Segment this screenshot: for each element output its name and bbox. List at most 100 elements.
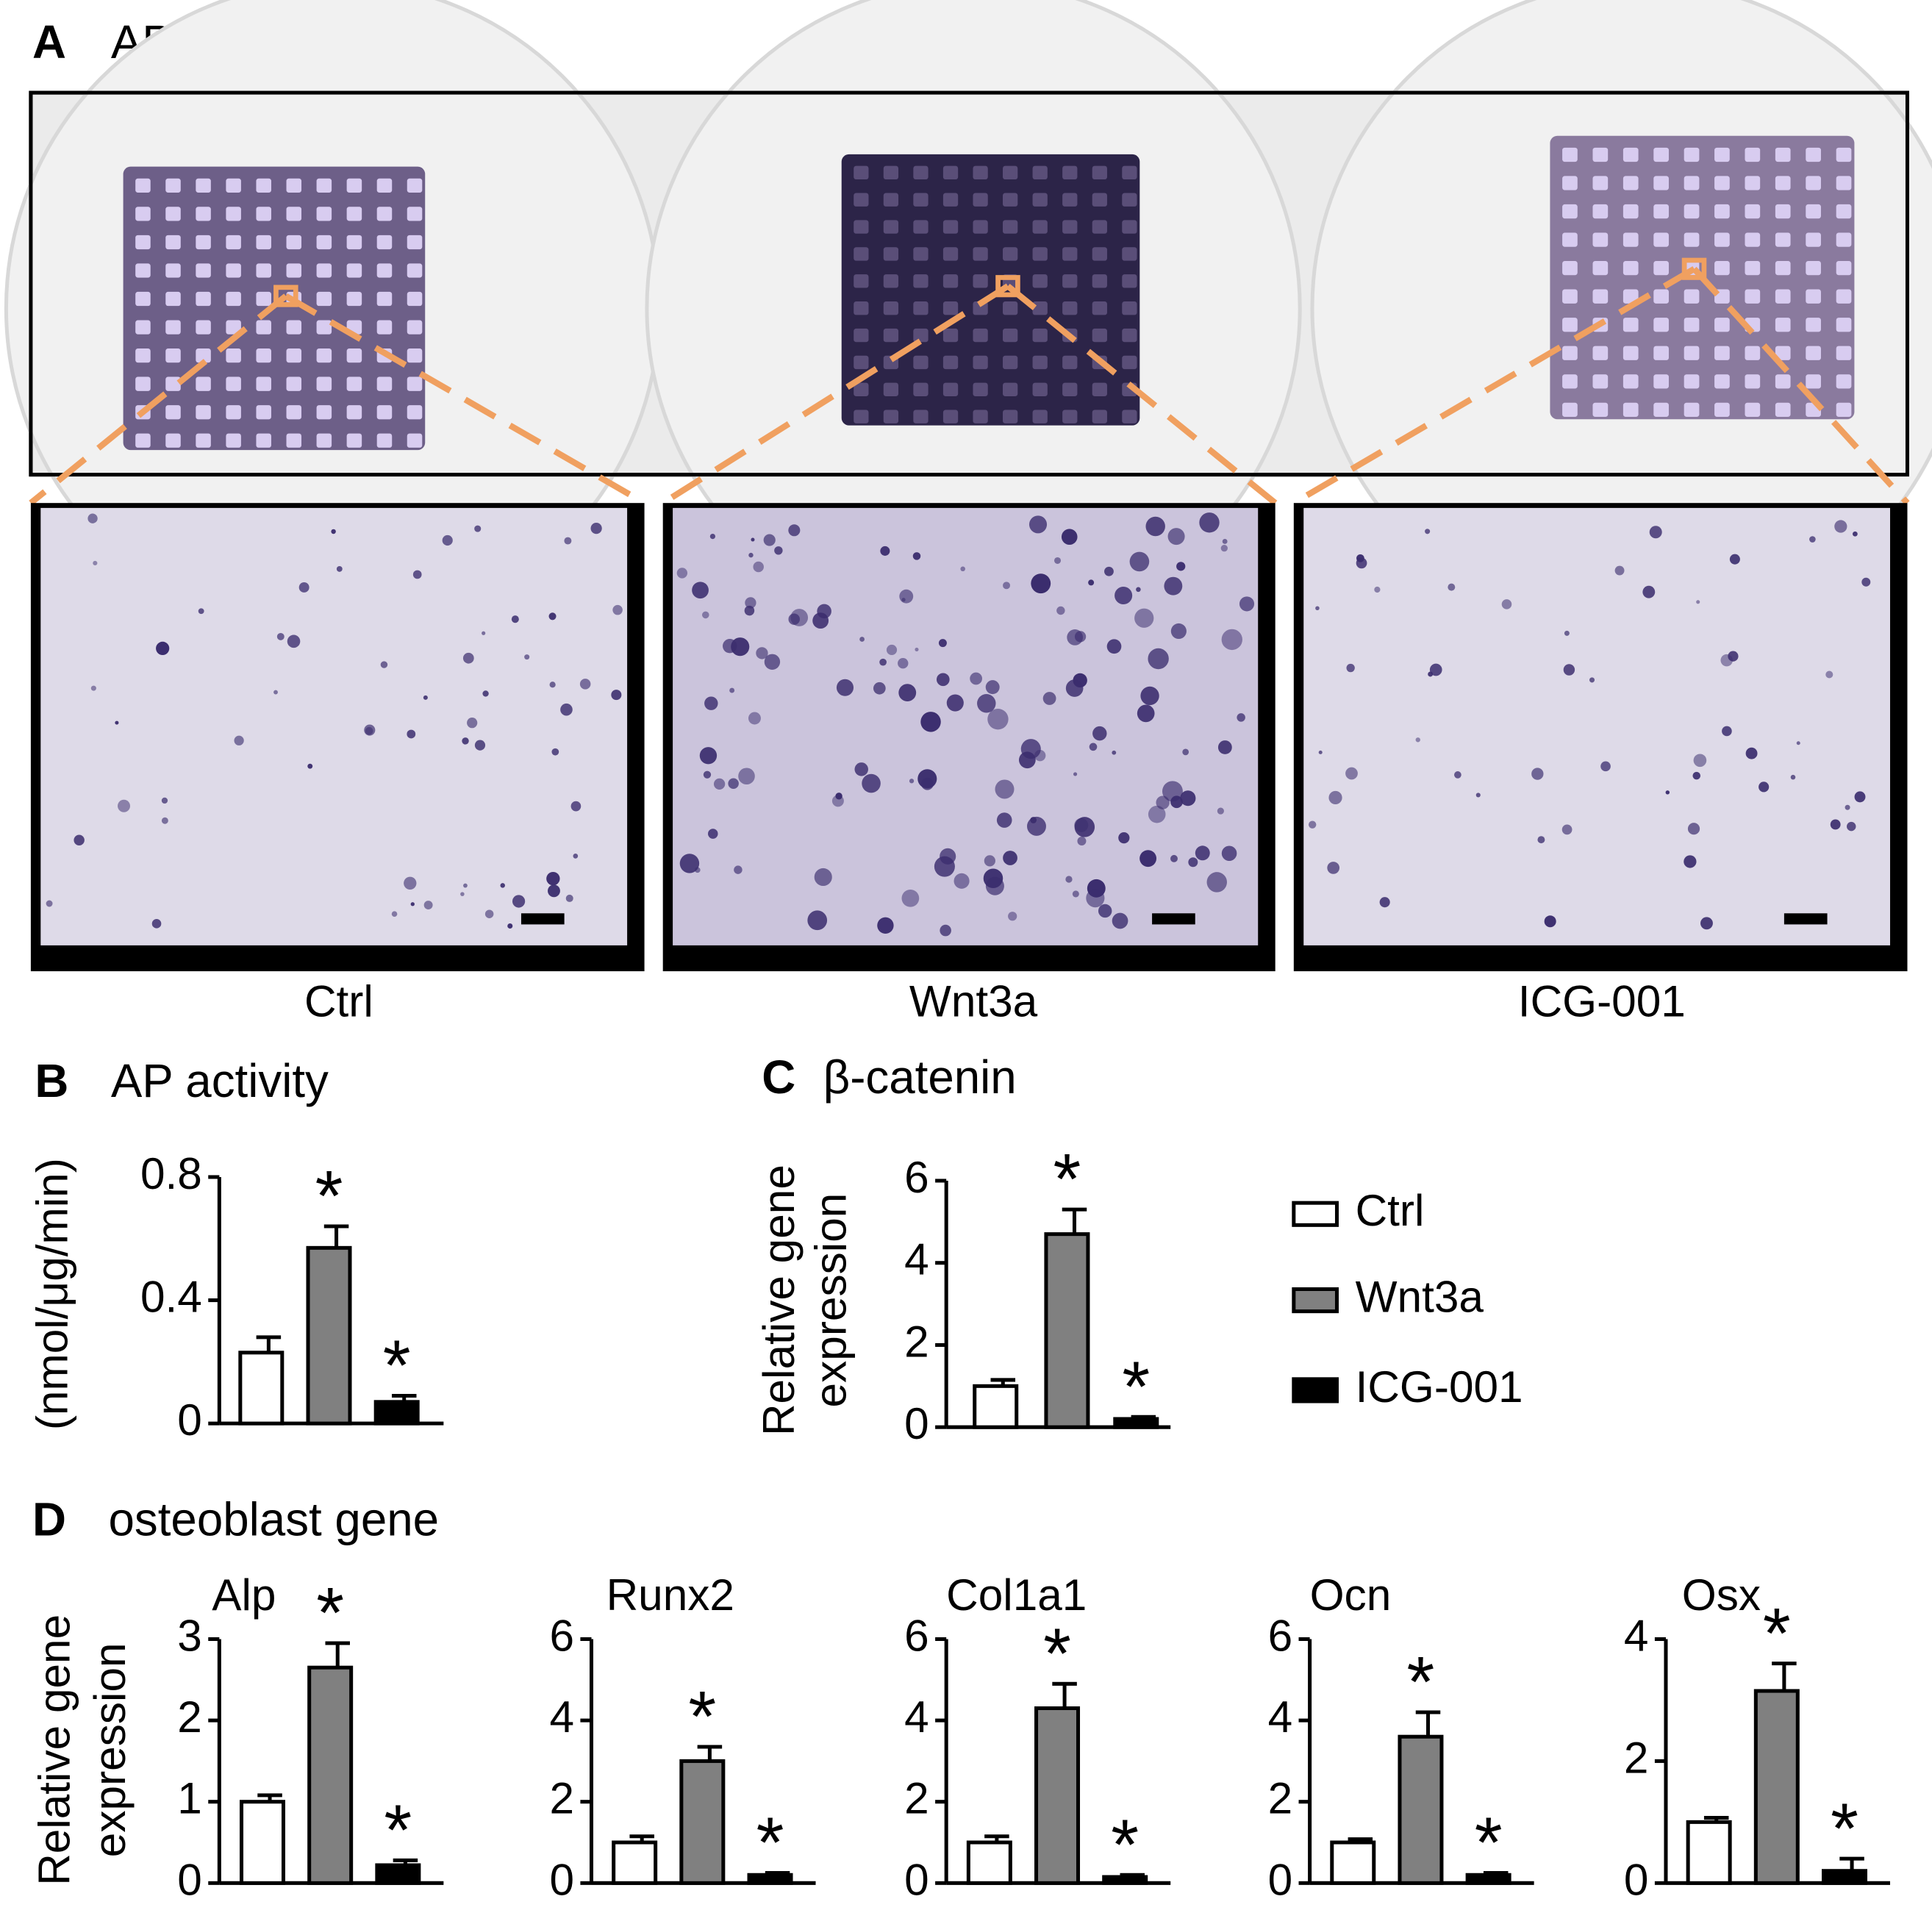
scaffold-pore <box>1062 410 1078 423</box>
stain-spot <box>1134 608 1154 628</box>
stain-spot <box>1415 737 1420 743</box>
scaffold-pore <box>913 165 929 180</box>
panel-letter: B <box>35 1055 68 1107</box>
stain-spot <box>744 605 755 616</box>
scaffold-pore <box>376 291 393 307</box>
stain-spot <box>920 712 941 732</box>
stain-spot <box>1429 663 1442 676</box>
stain-spot <box>1136 587 1141 593</box>
bar <box>966 1840 1012 1885</box>
scaffold-pore <box>1622 204 1639 219</box>
stain-spot <box>151 919 162 929</box>
scaffold-pore <box>1775 147 1791 162</box>
stain-spot <box>1028 515 1048 534</box>
stain-spot <box>748 552 754 558</box>
stain-spot <box>482 631 486 635</box>
scaffold-pore <box>286 348 302 363</box>
stain-spot <box>1065 876 1073 883</box>
stain-spot <box>873 682 886 695</box>
stain-spot <box>1115 586 1133 605</box>
stain-spot <box>977 694 996 713</box>
scaffold-pore <box>1092 220 1107 234</box>
chart-title: Col1a1 <box>946 1570 1087 1620</box>
scaffold-pore <box>1714 374 1730 389</box>
stain-spot <box>1796 741 1800 745</box>
scaffold-pore <box>226 320 241 335</box>
scaffold-pore <box>854 274 869 288</box>
stain-spot <box>1176 562 1186 571</box>
scaffold-pore <box>1032 328 1048 343</box>
scaffold-pore <box>1003 247 1018 261</box>
scaffold-pore <box>1092 328 1107 343</box>
legend-label: ICG-001 <box>1356 1362 1523 1412</box>
stain-spot <box>1854 791 1866 803</box>
scaffold-pore <box>1714 232 1730 247</box>
stain-spot <box>1847 821 1856 832</box>
scaffold-pore <box>165 235 181 250</box>
stain-spot <box>287 634 301 648</box>
chart-title: Runx2 <box>607 1570 734 1620</box>
stain-spot <box>1061 529 1078 546</box>
y-tick-label: 0 <box>177 1395 202 1445</box>
scaffold-pore <box>135 178 151 193</box>
stain-spot <box>1759 782 1770 793</box>
scaffold-pore <box>346 235 362 250</box>
stain-spot <box>728 778 739 789</box>
scaffold-pore <box>1003 193 1018 207</box>
stain-spot <box>1220 545 1228 552</box>
stain-spot <box>692 582 709 599</box>
stain-spot <box>1614 565 1625 576</box>
scaffold-pore <box>942 274 959 288</box>
stain-spot <box>1589 677 1595 683</box>
panel-letter: A <box>32 16 66 68</box>
stain-spot <box>1454 771 1461 779</box>
stain-spot <box>788 524 801 537</box>
scaffold-pore <box>165 178 181 193</box>
stain-spot <box>901 598 906 602</box>
scaffold-pore <box>1836 232 1852 247</box>
scaffold-pore <box>135 291 151 307</box>
stain-spot <box>364 724 376 736</box>
stain-spot <box>917 769 937 789</box>
scaffold-pore <box>135 235 151 250</box>
stain-spot <box>1318 750 1323 754</box>
stain-spot <box>960 566 965 572</box>
stain-spot <box>1327 862 1340 874</box>
stain-spot <box>500 883 506 888</box>
scaffold-pore <box>316 320 332 335</box>
scaffold-pore <box>286 320 302 335</box>
scaffold-pore <box>913 301 929 315</box>
scaffold-pore <box>407 291 423 307</box>
stain-spot <box>93 560 98 566</box>
stain-spot <box>1239 596 1255 612</box>
stain-spot <box>1729 554 1740 565</box>
scaffold-pore <box>1684 374 1700 389</box>
stain-spot <box>1182 748 1189 756</box>
chart-title: AP activity <box>111 1055 329 1107</box>
stain-spot <box>934 856 955 877</box>
scaffold-pore <box>165 348 181 363</box>
scaffold-pore <box>1062 382 1078 397</box>
stain-spot <box>507 923 513 929</box>
scaffold-pore <box>1092 193 1107 207</box>
stain-spot <box>423 695 428 700</box>
scaffold-pore <box>1745 147 1761 162</box>
scaffold-pore <box>1836 147 1852 162</box>
stain-spot <box>970 672 983 685</box>
scaffold-pore <box>316 433 332 448</box>
stain-spot <box>1086 889 1105 908</box>
stain-spot <box>548 612 557 621</box>
scaffold-pore <box>135 320 151 335</box>
scaffold-pore <box>1775 204 1791 219</box>
stain-spot <box>738 768 755 785</box>
bar <box>238 1351 285 1426</box>
scaffold-pore <box>854 301 869 315</box>
stain-spot <box>877 917 894 934</box>
scaffold-pore <box>376 433 393 448</box>
legend-label: Ctrl <box>1356 1185 1425 1235</box>
scaffold-pore <box>1622 176 1639 190</box>
scaffold-pore <box>196 348 211 363</box>
stain-spot <box>1564 630 1570 636</box>
scaffold-pore <box>1122 301 1137 315</box>
y-tick-label: 6 <box>904 1610 929 1660</box>
